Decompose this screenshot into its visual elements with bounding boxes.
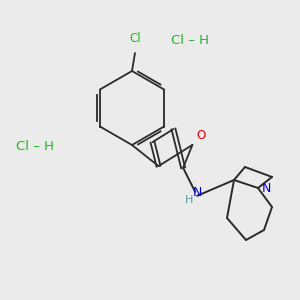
Text: N: N <box>261 182 271 194</box>
Text: O: O <box>196 129 206 142</box>
Text: N: N <box>192 186 202 199</box>
Text: H: H <box>185 195 193 205</box>
Text: Cl: Cl <box>129 32 141 45</box>
Text: Cl – H: Cl – H <box>16 140 54 154</box>
Text: Cl – H: Cl – H <box>171 34 209 46</box>
